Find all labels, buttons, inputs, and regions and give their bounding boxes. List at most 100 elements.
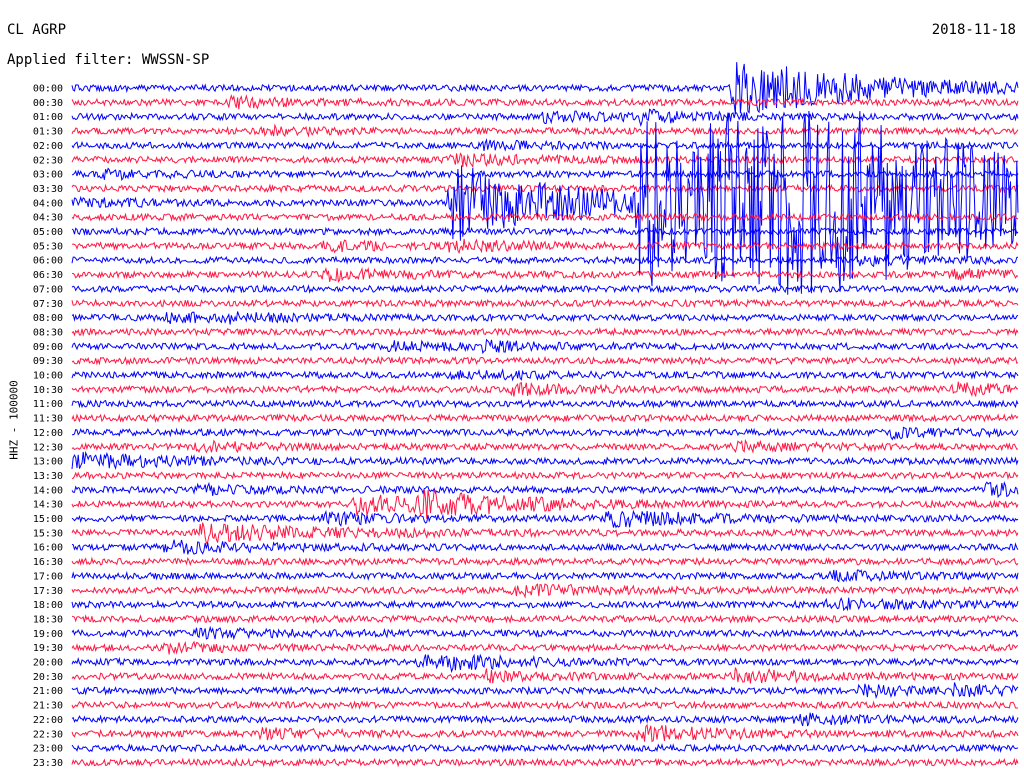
time-tick-label: 12:00 — [33, 428, 63, 439]
trace-row — [71, 470, 1019, 481]
trace-row — [71, 556, 1019, 567]
trace-row — [71, 123, 1019, 138]
trace-row — [71, 640, 1019, 655]
time-tick-label: 00:00 — [33, 84, 63, 95]
time-tick-label: 00:30 — [33, 98, 63, 109]
time-tick-label: 08:00 — [33, 313, 63, 324]
trace-row — [71, 253, 1019, 268]
time-tick-label: 18:30 — [33, 614, 63, 625]
time-tick-label: 10:30 — [33, 385, 63, 396]
time-tick-label: 11:30 — [33, 414, 63, 425]
trace-row — [71, 137, 1019, 152]
time-tick-label: 11:00 — [33, 399, 63, 410]
time-tick-label: 15:00 — [33, 514, 63, 525]
time-tick-label: 13:30 — [33, 471, 63, 482]
trace-row — [71, 412, 1019, 424]
time-tick-label: 12:30 — [33, 442, 63, 453]
trace-row — [72, 426, 1019, 441]
time-tick-label: 04:00 — [33, 198, 63, 209]
trace-row — [71, 450, 1019, 471]
time-tick-label: 08:30 — [33, 327, 63, 338]
trace-row — [71, 682, 1019, 699]
time-tick-label: 09:30 — [33, 356, 63, 367]
time-tick-label: 19:00 — [33, 629, 63, 640]
time-tick-label: 14:30 — [33, 500, 63, 511]
trace-row — [71, 284, 1019, 294]
time-tick-label: 10:00 — [33, 371, 63, 382]
time-tick-labels: 00:00 00:30 01:00 01:30 02:00 02:30 03:00 03:30… — [33, 84, 63, 769]
time-tick-label: 19:30 — [33, 643, 63, 654]
time-tick-label: 22:30 — [33, 729, 63, 740]
time-tick-label: 07:30 — [33, 299, 63, 310]
time-tick-label: 03:30 — [33, 184, 63, 195]
trace-row — [71, 62, 1019, 115]
time-tick-label: 23:30 — [33, 758, 63, 769]
time-tick-label: 17:30 — [33, 586, 63, 597]
trace-row — [71, 398, 1019, 409]
trace-row — [71, 481, 1019, 499]
time-tick-label: 16:00 — [33, 543, 63, 554]
trace-row — [71, 723, 1019, 743]
trace-row — [71, 110, 1019, 295]
time-tick-label: 20:30 — [33, 672, 63, 683]
time-tick-label: 01:00 — [33, 112, 63, 123]
station-label: CL AGRP — [7, 22, 67, 38]
time-tick-label: 22:00 — [33, 715, 63, 726]
trace-row — [71, 509, 1019, 529]
trace-row — [71, 583, 1019, 599]
trace-row — [71, 338, 1019, 355]
time-tick-label: 14:00 — [33, 485, 63, 496]
trace-row — [71, 438, 1019, 454]
trace-row — [71, 596, 1019, 612]
trace-row — [71, 212, 1019, 223]
time-tick-label: 21:00 — [33, 686, 63, 697]
trace-row — [71, 539, 1019, 555]
trace-row — [71, 108, 1019, 127]
time-tick-label: 13:00 — [33, 457, 63, 468]
time-tick-label: 02:30 — [33, 155, 63, 166]
trace-row — [71, 326, 1019, 337]
trace-row — [71, 368, 1019, 382]
time-tick-label: 02:00 — [33, 141, 63, 152]
time-tick-label: 04:30 — [33, 213, 63, 224]
trace-row — [71, 757, 1019, 768]
trace-row — [71, 266, 1019, 283]
trace-row — [71, 743, 1019, 754]
trace-row — [71, 625, 1019, 641]
time-tick-label: 03:00 — [33, 170, 63, 181]
trace-row — [71, 298, 1019, 309]
seismic-traces — [71, 62, 1019, 768]
time-tick-label: 17:00 — [33, 571, 63, 582]
time-tick-label: 09:00 — [33, 342, 63, 353]
trace-row — [71, 712, 1019, 727]
trace-row — [71, 569, 1019, 583]
trace-row — [71, 238, 1019, 255]
time-tick-label: 23:00 — [33, 744, 63, 755]
time-tick-label: 18:00 — [33, 600, 63, 611]
trace-row — [71, 667, 1019, 684]
trace-row — [71, 311, 1019, 325]
trace-row — [71, 355, 1019, 366]
trace-row — [71, 700, 1019, 711]
trace-row — [71, 152, 1019, 169]
trace-row — [71, 653, 1019, 674]
time-tick-label: 06:00 — [33, 256, 63, 267]
time-tick-label: 20:00 — [33, 658, 63, 669]
trace-row — [71, 489, 1019, 519]
date-label: 2018-11-18 — [931, 22, 1016, 38]
trace-row — [71, 167, 1019, 182]
time-tick-label: 16:30 — [33, 557, 63, 568]
time-tick-label: 01:30 — [33, 127, 63, 138]
trace-row — [71, 614, 1019, 625]
time-tick-label: 05:00 — [33, 227, 63, 238]
time-tick-label: 07:00 — [33, 284, 63, 295]
time-tick-label: 06:30 — [33, 270, 63, 281]
time-tick-label: 15:30 — [33, 528, 63, 539]
trace-row — [71, 522, 1019, 545]
time-tick-label: 05:30 — [33, 241, 63, 252]
trace-row — [71, 93, 1019, 110]
time-tick-label: 21:30 — [33, 701, 63, 712]
filter-label: Applied filter: WWSSN-SP — [7, 52, 210, 68]
trace-row — [71, 381, 1019, 398]
